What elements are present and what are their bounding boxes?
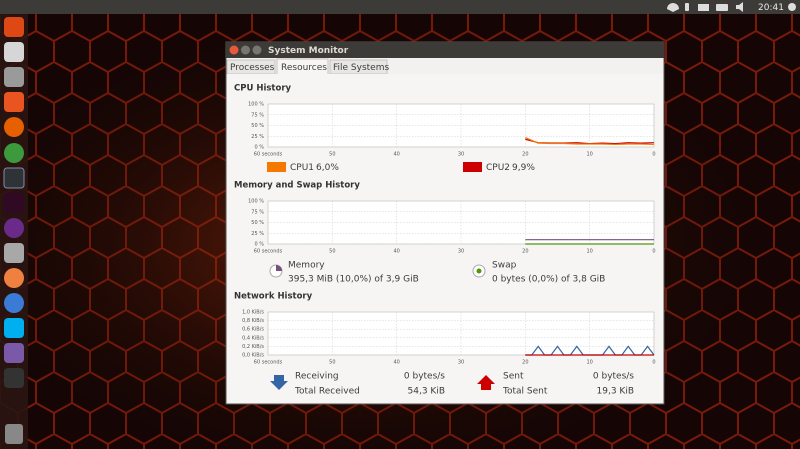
legend-name: Sent [503, 372, 524, 382]
x-tick-label: 0 [652, 152, 655, 158]
wifi-icon[interactable] [667, 3, 679, 12]
x-tick-label: 20 [522, 152, 528, 158]
sound-icon[interactable] [736, 2, 743, 12]
legend-name: CPU2 [486, 163, 510, 173]
x-tick-label: 10 [586, 249, 592, 255]
top-bar [0, 0, 800, 14]
x-tick-label: 50 [329, 249, 335, 255]
total-label: Total Sent [502, 387, 548, 397]
y-tick-label: 0,8 KiB/s [242, 318, 264, 324]
bluetooth-icon[interactable] [685, 3, 689, 11]
y-tick-label: 100 % [248, 102, 264, 108]
x-tick-label: 60 seconds [254, 152, 283, 158]
tools-icon[interactable] [4, 243, 24, 263]
settings-icon[interactable] [788, 3, 796, 11]
x-tick-label: 20 [522, 360, 528, 366]
y-tick-label: 0,4 KiB/s [242, 335, 264, 341]
y-tick-label: 100 % [248, 199, 264, 205]
x-tick-label: 10 [586, 152, 592, 158]
skype-icon[interactable] [4, 318, 24, 338]
legend-name: Memory [288, 261, 325, 271]
y-tick-label: 0 % [254, 145, 264, 151]
mail-icon[interactable] [698, 4, 709, 11]
updates-icon[interactable] [4, 67, 24, 87]
app-icon[interactable] [4, 268, 24, 288]
y-tick-label: 0,2 KiB/s [242, 344, 264, 350]
total: 19,3 KiB [597, 387, 634, 397]
legend-value: 6,0% [316, 163, 339, 173]
section-title: CPU History [234, 84, 292, 94]
launcher-icons [3, 17, 25, 444]
section-title: Network History [234, 292, 313, 302]
rate: 0 bytes/s [404, 372, 445, 382]
legend-name: Swap [492, 261, 517, 271]
x-tick-label: 40 [393, 360, 399, 366]
tab-label[interactable]: File Systems [333, 63, 389, 73]
series-line [525, 136, 655, 146]
section-title: Memory and Swap History [234, 181, 360, 191]
legend-name: Receiving [295, 372, 339, 382]
x-tick-label: 10 [586, 360, 592, 366]
app2-icon[interactable] [4, 343, 24, 363]
chrome-icon[interactable] [4, 143, 24, 163]
rate: 0 bytes/s [593, 372, 634, 382]
legend-swatch[interactable] [463, 162, 482, 172]
close-button[interactable] [229, 45, 239, 55]
x-tick-label: 30 [458, 360, 464, 366]
files-icon[interactable] [4, 42, 24, 62]
x-tick-label: 40 [393, 152, 399, 158]
system-monitor-icon[interactable] [3, 167, 25, 189]
swap-icon[interactable] [476, 268, 482, 274]
trash-icon[interactable] [5, 424, 23, 444]
x-tick-label: 60 seconds [254, 249, 283, 255]
clock[interactable]: 20:41 [758, 3, 784, 13]
x-tick-label: 30 [458, 152, 464, 158]
x-tick-label: 30 [458, 249, 464, 255]
y-tick-label: 25 % [251, 134, 264, 140]
eye-icon[interactable] [4, 218, 24, 238]
maximize-button[interactable] [252, 45, 262, 55]
x-tick-label: 50 [329, 152, 335, 158]
minimize-button[interactable] [241, 45, 250, 55]
legend-value: 395,3 MiB (10,0%) of 3,9 GiB [288, 275, 419, 285]
terminal-icon[interactable] [4, 193, 24, 213]
x-tick-label: 50 [329, 360, 335, 366]
software-icon[interactable] [4, 92, 24, 112]
total: 54,3 KiB [408, 387, 445, 397]
title-bar [226, 42, 664, 58]
y-tick-label: 50 % [251, 123, 264, 129]
firefox-icon[interactable] [4, 117, 24, 137]
dash-icon[interactable] [4, 17, 24, 37]
y-tick-label: 75 % [251, 209, 264, 215]
sent-icon[interactable] [477, 375, 495, 390]
total-label: Total Received [294, 387, 360, 397]
y-tick-label: 1,0 KiB/s [242, 310, 264, 316]
y-tick-label: 0,0 KiB/s [242, 353, 264, 359]
y-tick-label: 75 % [251, 112, 264, 118]
y-tick-label: 0 % [254, 242, 264, 248]
y-tick-label: 0,6 KiB/s [242, 327, 264, 333]
legend-value: 9,9% [512, 163, 535, 173]
y-tick-label: 25 % [251, 231, 264, 237]
qbittorrent-icon[interactable] [4, 293, 24, 313]
x-tick-label: 40 [393, 249, 399, 255]
x-tick-label: 60 seconds [254, 360, 283, 366]
y-tick-label: 50 % [251, 220, 264, 226]
window-title: System Monitor [268, 46, 349, 56]
receiving-icon[interactable] [270, 375, 288, 390]
indicators [667, 2, 796, 12]
tab-label[interactable]: Resources [281, 63, 327, 73]
x-tick-label: 20 [522, 249, 528, 255]
legend-name: CPU1 [290, 163, 314, 173]
legend-swatch[interactable] [267, 162, 286, 172]
tab-label[interactable]: Processes [230, 63, 275, 73]
x-tick-label: 0 [652, 360, 655, 366]
memory-icon[interactable] [276, 265, 282, 271]
app3-icon[interactable] [4, 368, 24, 388]
battery-icon[interactable] [716, 4, 728, 11]
x-tick-label: 0 [652, 249, 655, 255]
legend-value: 0 bytes (0,0%) of 3,8 GiB [492, 275, 605, 285]
